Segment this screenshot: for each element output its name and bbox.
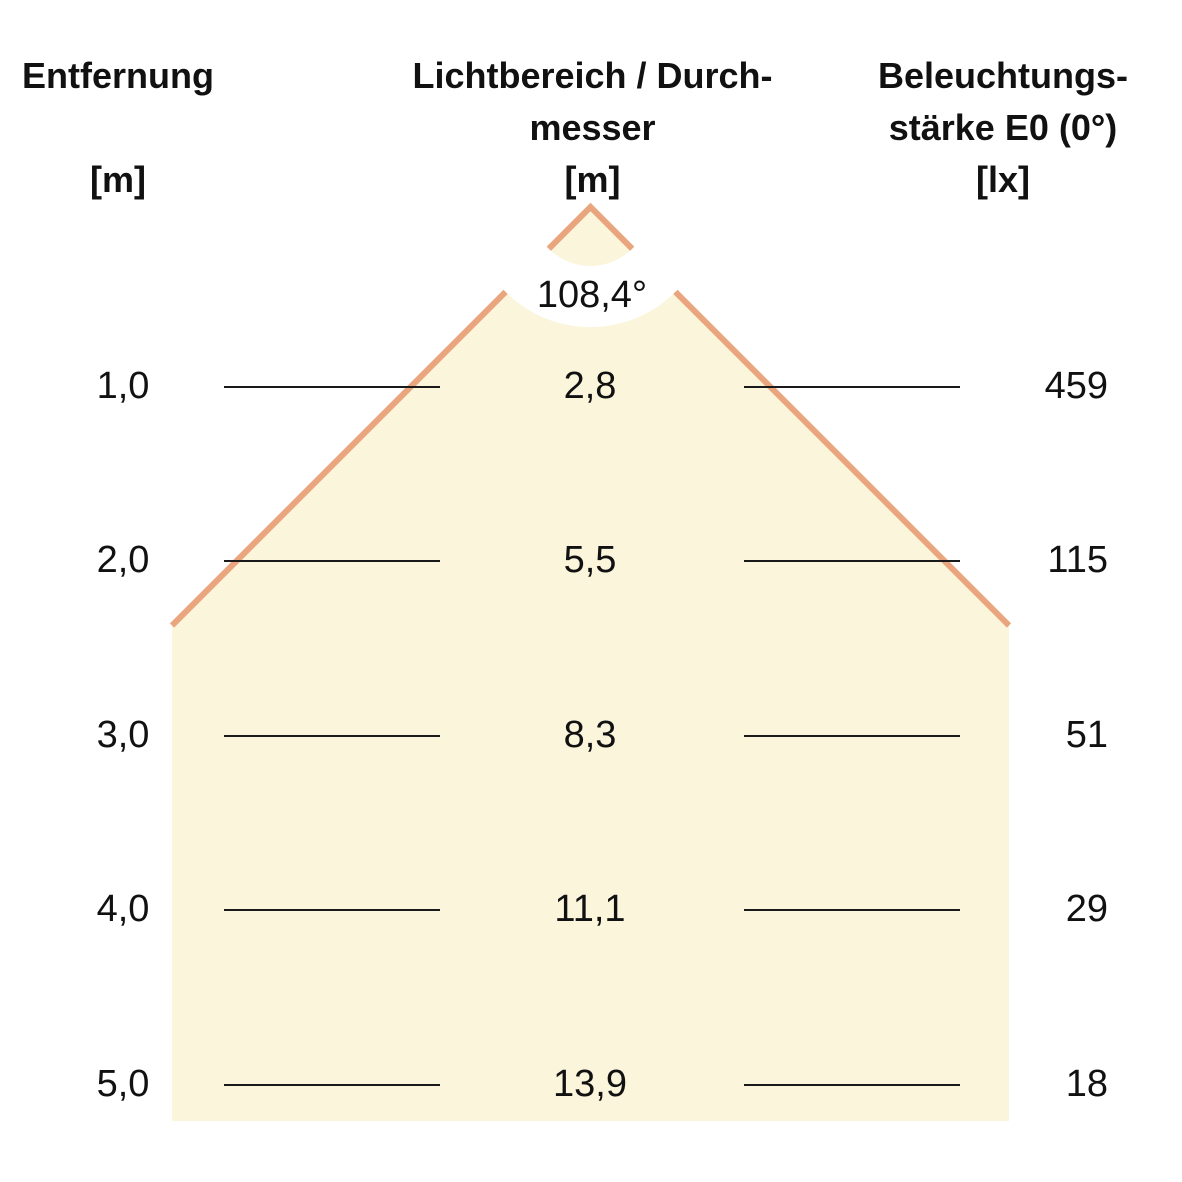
light-cone-apex-sector <box>548 207 633 266</box>
distance-value: 4,0 <box>96 888 150 930</box>
illuminance-value: 18 <box>1065 1063 1108 1105</box>
distance-value: 3,0 <box>96 714 150 756</box>
diameter-value: 8,3 <box>563 714 617 756</box>
distance-value: 1,0 <box>96 365 150 407</box>
illuminance-value: 51 <box>1065 714 1108 756</box>
cone-edge-right <box>673 289 1012 628</box>
light-cone-body <box>172 291 1009 1121</box>
distance-value: 2,0 <box>96 539 150 581</box>
cone-edge-left <box>169 289 508 628</box>
header-line: messer <box>529 107 656 148</box>
column-header-illuminance: Beleuchtungs- stärke E0 (0°) [lx] <box>843 50 1163 206</box>
header-unit: [m] <box>564 159 621 200</box>
header-line: stärke E0 (0°) <box>888 107 1118 148</box>
apex-edge-lines <box>546 202 635 251</box>
diameter-value: 2,8 <box>563 365 617 407</box>
column-header-distance: Entfernung [m] <box>18 50 218 206</box>
distance-value: 5,0 <box>96 1063 150 1105</box>
illuminance-value: 29 <box>1065 888 1108 930</box>
diameter-value: 13,9 <box>553 1063 627 1105</box>
header-unit: [lx] <box>976 159 1030 200</box>
diameter-value: 11,1 <box>554 888 626 930</box>
header-line: Entfernung <box>22 55 214 96</box>
header-unit: [m] <box>90 159 146 200</box>
diameter-value: 5,5 <box>563 539 617 581</box>
header-line <box>18 102 218 154</box>
header-line: Beleuchtungs- <box>877 55 1128 96</box>
column-header-diameter: Lichtbereich / Durch- messer [m] <box>390 50 795 206</box>
illuminance-value: 115 <box>1047 539 1108 581</box>
illuminance-value: 459 <box>1044 365 1108 407</box>
beam-angle-label: 108,4° <box>536 274 648 316</box>
header-line: Lichtbereich / Durch- <box>412 55 773 96</box>
